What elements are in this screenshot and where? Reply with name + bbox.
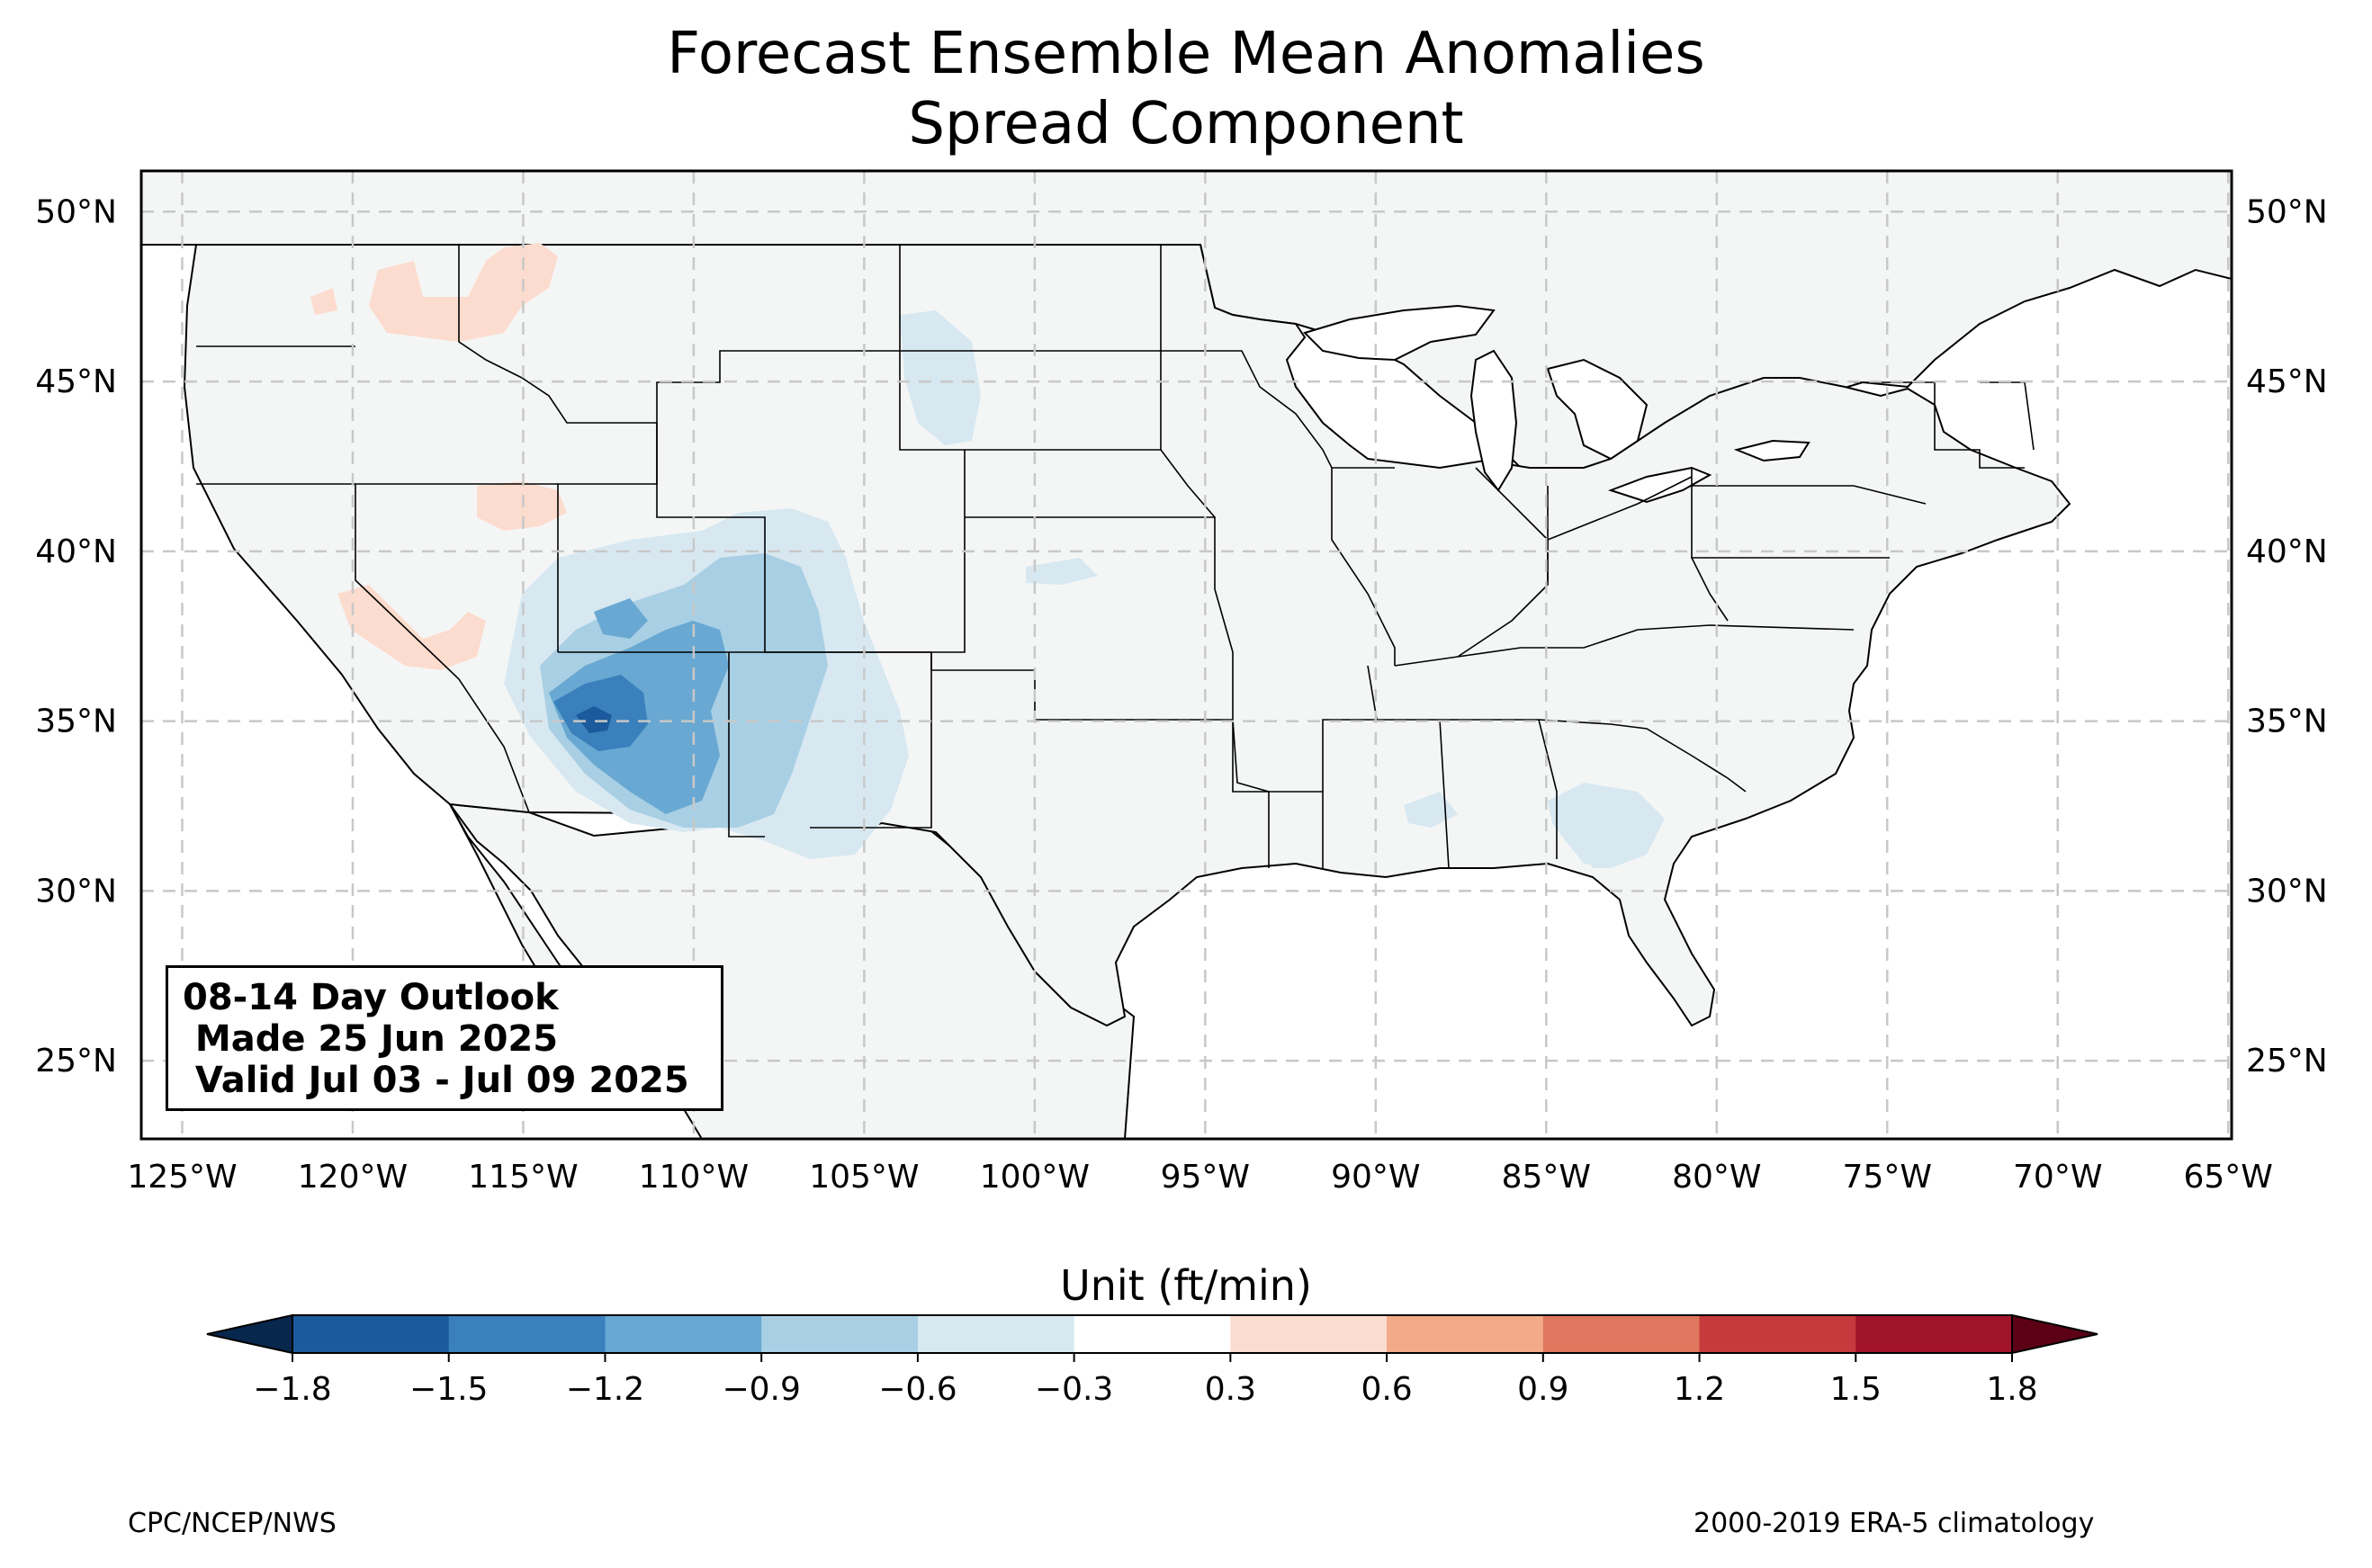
chart-title: Forecast Ensemble Mean Anomalies — [667, 21, 1705, 87]
colorbar-tick-label: 1.2 — [1674, 1371, 1725, 1408]
colorbar-segment — [1542, 1315, 1701, 1353]
lake-ontario — [1733, 439, 1810, 462]
lon-tick-label: 70°W — [2013, 1159, 2102, 1196]
lon-tick-label: 65°W — [2184, 1159, 2273, 1196]
lon-tick-label: 100°W — [980, 1159, 1090, 1196]
valid-dates: Valid Jul 03 - Jul 09 2025 — [183, 1060, 689, 1101]
outlook-period: 08-14 Day Outlook — [183, 977, 559, 1018]
colorbar-under-arrow — [206, 1313, 293, 1355]
outlook-info-box: 08-14 Day Outlook Made 25 Jun 2025 Valid… — [166, 965, 723, 1111]
lake-superior — [1303, 304, 1496, 362]
colorbar-segment — [1230, 1315, 1388, 1353]
positive-anomaly-shading — [310, 243, 567, 670]
chart-subtitle: Spread Component — [908, 91, 1464, 157]
colorbar-tick-label: 0.9 — [1517, 1371, 1568, 1408]
lat-tick-label: 25°N — [35, 1043, 117, 1080]
colorbar-segment — [1699, 1315, 1856, 1353]
made-date: Made 25 Jun 2025 — [183, 1018, 559, 1060]
map-frame — [139, 169, 2233, 1141]
lake-huron — [1546, 358, 1649, 461]
colorbar-segment — [1074, 1315, 1231, 1353]
colorbar: −1.8 −1.5 −1.2 −0.9 −0.6 −0.3 0.3 0.6 0.9 1.2 1.5 1… — [206, 1313, 2098, 1408]
colorbar-segment — [1855, 1315, 2013, 1353]
colorbar-segment — [605, 1315, 762, 1353]
gridlines — [141, 171, 2232, 1139]
lat-labels-left: 50°N 45°N 40°N 35°N 30°N 25°N — [35, 193, 117, 1080]
lat-tick-label: 40°N — [35, 533, 117, 570]
footer-source: CPC/NCEP/NWS — [128, 1508, 337, 1539]
lat-tick-label: 50°N — [35, 193, 117, 230]
colorbar-tick-label: −0.6 — [878, 1371, 957, 1408]
lake-erie — [1607, 466, 1712, 504]
colorbar-tick-label: −1.2 — [566, 1371, 644, 1408]
lat-labels-right: 50°N 45°N 40°N 35°N 30°N 25°N — [2246, 193, 2328, 1080]
lon-tick-label: 120°W — [298, 1159, 408, 1196]
lon-tick-label: 125°W — [127, 1159, 237, 1196]
colorbar-tick-label: 0.3 — [1205, 1371, 1256, 1408]
lat-tick-label: 35°N — [2246, 703, 2328, 740]
lon-labels: 125°W 120°W 115°W 110°W 105°W 100°W 95°W 90°W 85… — [127, 1159, 2273, 1196]
lon-tick-label: 90°W — [1331, 1159, 1420, 1196]
colorbar-segment — [761, 1315, 919, 1353]
lat-tick-label: 40°N — [2246, 533, 2328, 570]
lat-tick-label: 30°N — [35, 873, 117, 909]
lat-tick-label: 35°N — [35, 703, 117, 740]
lat-tick-label: 25°N — [2246, 1043, 2328, 1080]
lake-michigan — [1469, 349, 1518, 492]
lat-tick-label: 45°N — [35, 363, 117, 400]
lon-tick-label: 115°W — [468, 1159, 578, 1196]
colorbar-tick-label: −1.8 — [253, 1371, 331, 1408]
colorbar-tick-label: 1.8 — [1986, 1371, 2037, 1408]
colorbar-label: Unit (ft/min) — [1060, 1261, 1312, 1310]
colorbar-segment — [292, 1315, 450, 1353]
lon-tick-label: 105°W — [809, 1159, 919, 1196]
lon-tick-label: 110°W — [639, 1159, 749, 1196]
colorbar-segment — [1387, 1315, 1544, 1353]
lat-tick-label: 30°N — [2246, 873, 2328, 909]
colorbar-outline — [292, 1314, 2013, 1354]
lon-tick-label: 80°W — [1672, 1159, 1761, 1196]
lon-tick-label: 85°W — [1502, 1159, 1591, 1196]
colorbar-tick-label: 0.6 — [1361, 1371, 1412, 1408]
lat-tick-label: 50°N — [2246, 193, 2328, 230]
lon-tick-label: 75°W — [1843, 1159, 1932, 1196]
colorbar-segment — [448, 1315, 606, 1353]
colorbar-over-arrow — [2011, 1313, 2098, 1355]
colorbar-tick-label: 1.5 — [1830, 1371, 1882, 1408]
state-boundaries — [196, 245, 2035, 869]
footer-climatology: 2000-2019 ERA-5 climatology — [1694, 1508, 2095, 1539]
colorbar-tick-label: −0.9 — [722, 1371, 800, 1408]
negative-anomaly-shading — [504, 310, 1665, 868]
lon-tick-label: 95°W — [1161, 1159, 1250, 1196]
lat-tick-label: 45°N — [2246, 363, 2328, 400]
colorbar-tick-label: −1.5 — [409, 1371, 488, 1408]
colorbar-segment — [917, 1315, 1075, 1353]
colorbar-tick-label: −0.3 — [1035, 1371, 1113, 1408]
